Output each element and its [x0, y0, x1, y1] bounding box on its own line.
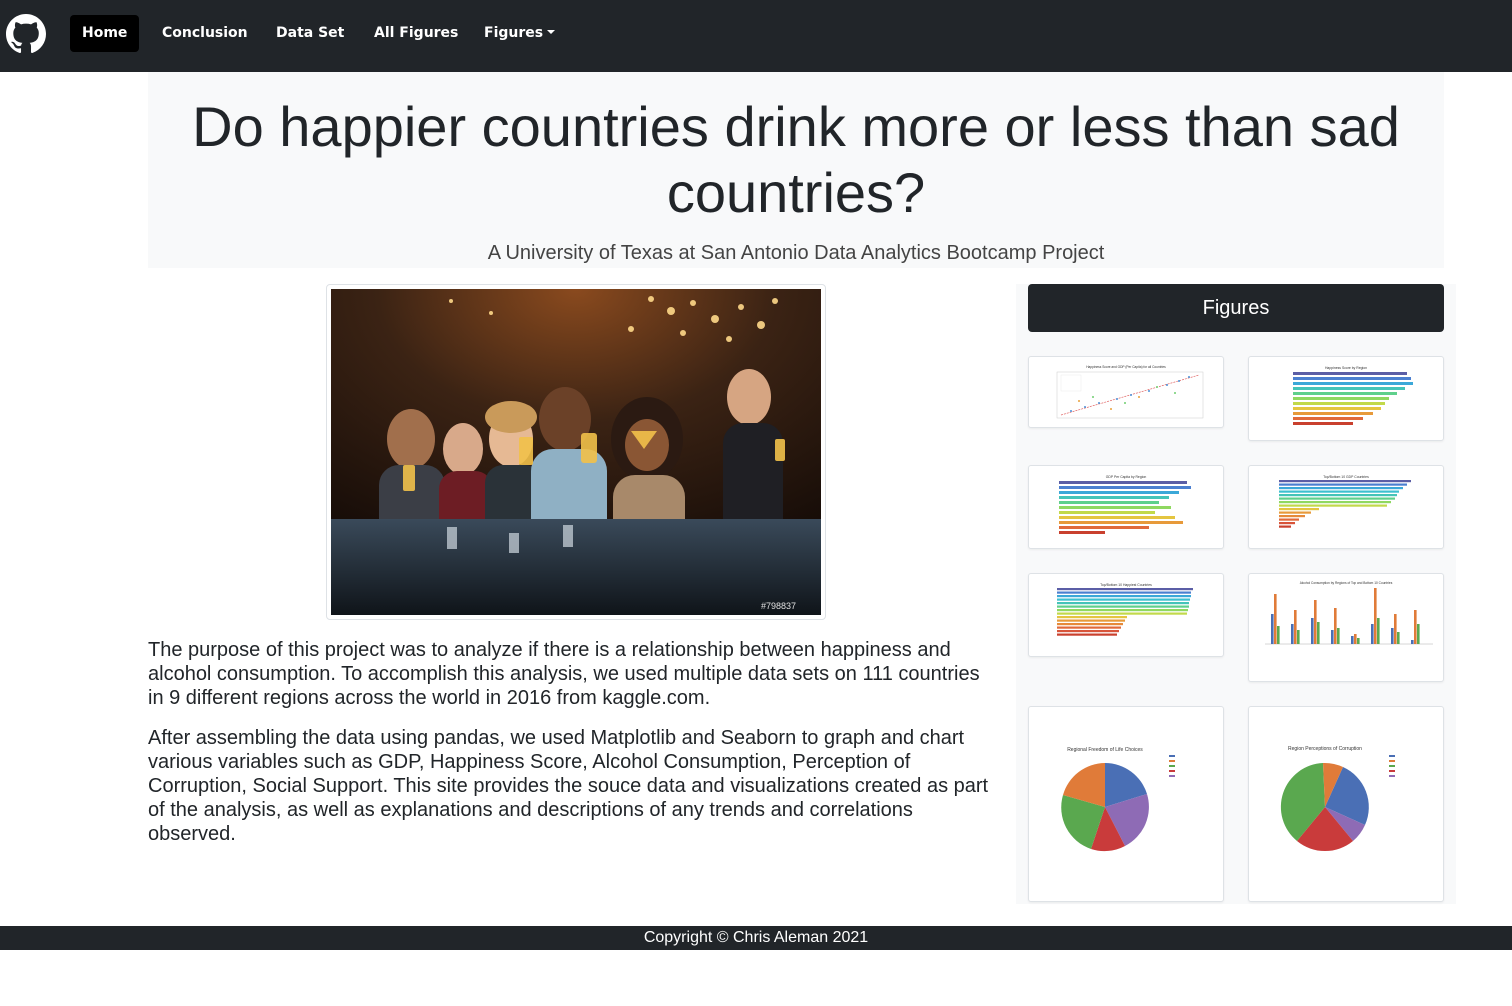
- grouped-bar-thumbnail: Alcohol Consumption by Regions of Top an…: [1265, 581, 1433, 645]
- scatter-thumbnail: Happiness Score and GDP (Per Capita) for…: [1056, 365, 1204, 419]
- figure-thumb-corruption-pie[interactable]: Region Perceptions of Corruption: [1248, 706, 1444, 902]
- page-title: Do happier countries drink more or less …: [192, 95, 1400, 224]
- figure-thumb-top-bottom-happiest[interactable]: Top/Bottom 10 Happiest Countries: [1028, 573, 1224, 657]
- nav-home[interactable]: Home: [70, 15, 140, 52]
- footer: Copyright © Chris Aleman 2021: [0, 926, 1512, 950]
- nav-data-set-label: Data Set: [276, 25, 345, 41]
- thumb-title: Regional Freedom of Life Choices: [1067, 747, 1143, 753]
- nav-data-set[interactable]: Data Set: [264, 15, 356, 52]
- figures-heading: Figures: [1028, 284, 1444, 332]
- figure-thumb-alcohol-regions[interactable]: Alcohol Consumption by Regions of Top an…: [1248, 573, 1444, 682]
- footer-copyright: Copyright © Chris Aleman 2021: [643, 929, 869, 946]
- caret-down-icon: [547, 30, 556, 34]
- nav-conclusion[interactable]: Conclusion: [150, 15, 260, 52]
- thumb-title: Region Perceptions of Corruption: [1288, 746, 1362, 752]
- page-subtitle: A University of Texas at San Antonio Dat…: [487, 242, 1105, 264]
- hbar-thumbnail: Top/Bottom 10 Happiest Countries: [1057, 583, 1193, 636]
- hbar-thumbnail: Top/Bottom 10 GDP Countries: [1279, 475, 1411, 528]
- thumb-title: Top/Bottom 10 GDP Countries: [1323, 475, 1369, 479]
- nav-figures-label: Figures: [484, 25, 544, 41]
- nav-figures-dropdown[interactable]: Figures: [472, 15, 567, 52]
- thumb-title: Happiness Score and GDP (Per Capita) for…: [1086, 365, 1166, 369]
- hero-image-watermark: #798837: [761, 601, 796, 611]
- nav-home-label: Home: [82, 25, 128, 41]
- thumb-title: GDP Per Capita by Region: [1106, 475, 1147, 479]
- hbar-thumbnail: GDP Per Capita by Region: [1059, 475, 1191, 534]
- nav-conclusion-label: Conclusion: [162, 25, 248, 41]
- thumb-title: Alcohol Consumption by Regions of Top an…: [1300, 581, 1393, 585]
- jumbotron: Do happier countries drink more or less …: [148, 72, 1444, 268]
- method-paragraph: After assembling the data using pandas, …: [148, 727, 989, 845]
- thumb-title: Happiness Score by Region: [1325, 366, 1367, 370]
- figure-thumb-gdp-scatter[interactable]: Happiness Score and GDP (Per Capita) for…: [1028, 356, 1224, 428]
- figure-thumb-top-bottom-gdp[interactable]: Top/Bottom 10 GDP Countries: [1248, 465, 1444, 549]
- figure-thumb-gdp-region[interactable]: GDP Per Capita by Region: [1028, 465, 1224, 549]
- nav-all-figures-label: All Figures: [374, 25, 459, 41]
- pie-thumbnail: Regional Freedom of Life Choices: [1061, 747, 1175, 852]
- hero-image-frame: #798837: [326, 284, 826, 620]
- github-icon[interactable]: [6, 14, 46, 54]
- hero-image: #798837: [331, 289, 821, 615]
- figure-thumb-happiness-region[interactable]: Happiness Score by Region: [1248, 356, 1444, 441]
- pie-thumbnail: Region Perceptions of Corruption: [1280, 746, 1395, 852]
- figure-thumb-freedom-pie[interactable]: Regional Freedom of Life Choices: [1028, 706, 1224, 902]
- navbar: Home Conclusion Data Set All Figures Fig…: [0, 0, 1512, 72]
- hbar-thumbnail: Happiness Score by Region: [1293, 366, 1413, 425]
- thumb-title: Top/Bottom 10 Happiest Countries: [1100, 583, 1152, 587]
- intro-paragraph: The purpose of this project was to analy…: [148, 639, 980, 709]
- nav-all-figures[interactable]: All Figures: [362, 15, 470, 52]
